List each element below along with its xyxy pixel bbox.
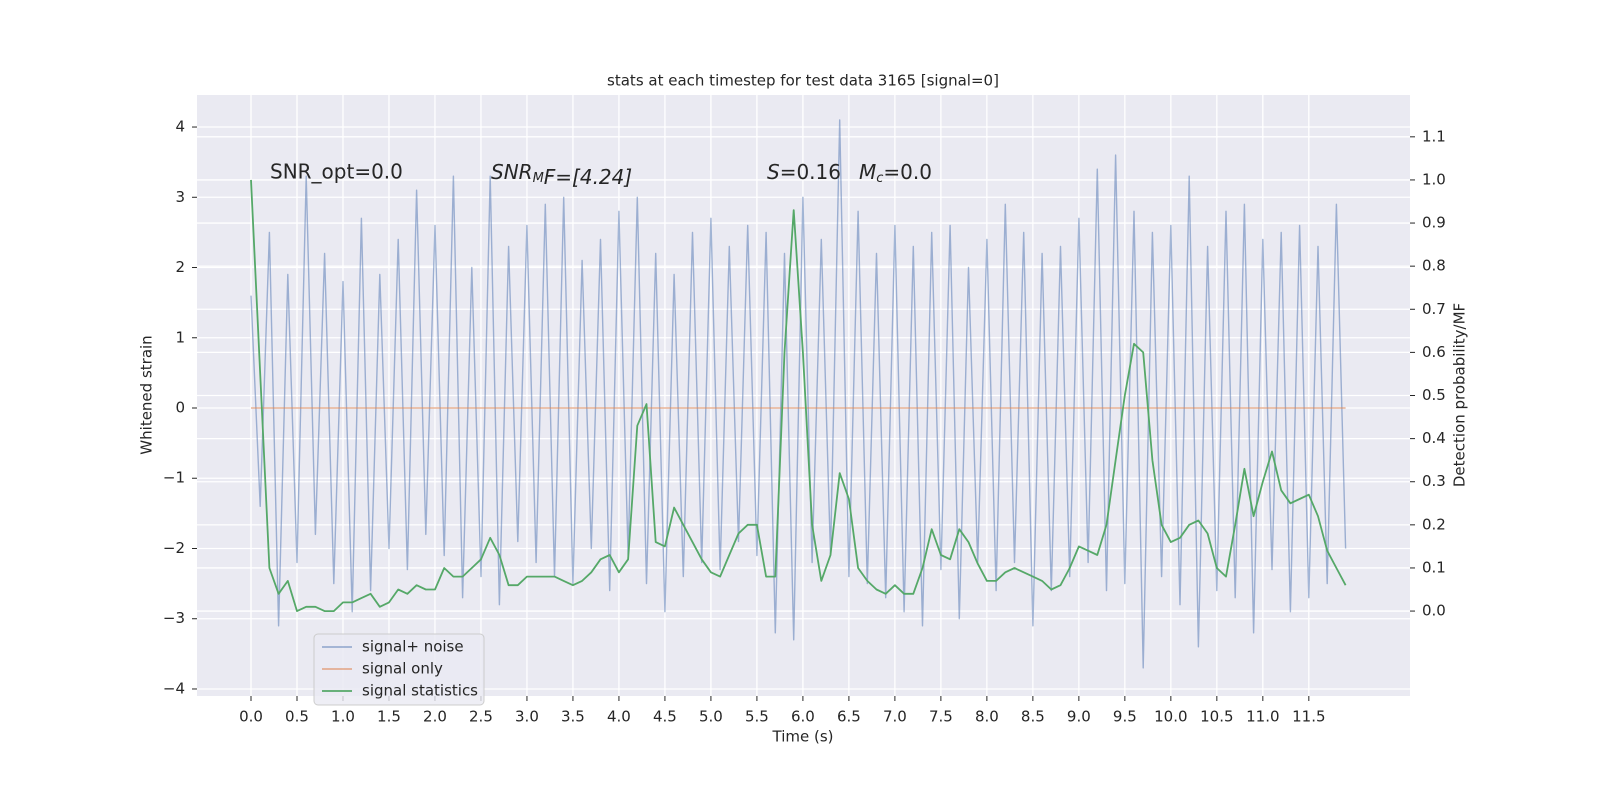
- annotation-italic: S: [767, 160, 780, 184]
- y-tick-label: −3: [163, 609, 185, 627]
- x-tick-label: 1.5: [377, 708, 401, 726]
- annotation-text: =0.0: [883, 160, 932, 184]
- y-tick-label: 3: [175, 188, 185, 206]
- x-axis-label: Time (s): [772, 728, 834, 746]
- annotation: SNR_opt=0.0: [270, 160, 403, 184]
- y-tick-label: −1: [163, 469, 185, 487]
- legend-box: [313, 633, 485, 706]
- series-line: [250, 119, 1347, 669]
- x-tick-label: 1.0: [331, 708, 355, 726]
- annotation: Mc=0.0: [859, 160, 932, 186]
- annotation-subscript: M: [533, 171, 544, 186]
- y-tick-label: 4: [175, 118, 185, 136]
- x-tick-label: 7.5: [929, 708, 953, 726]
- annotation: S=0.16: [767, 160, 841, 184]
- y2-tick-label: 1.0: [1422, 170, 1446, 188]
- y2-tick-label: 0.6: [1422, 343, 1446, 361]
- x-tick-label: 3.5: [561, 708, 585, 726]
- legend-label: signal statistics: [362, 682, 478, 700]
- y-tick-label: −4: [163, 679, 185, 697]
- annotation: SNRMF=[4.24]: [491, 160, 632, 189]
- x-tick-label: 0.0: [239, 708, 263, 726]
- x-tick-label: 0.5: [285, 708, 309, 726]
- y2-tick-label: 0.2: [1422, 515, 1446, 533]
- x-tick-label: 4.5: [653, 708, 677, 726]
- legend-label: signal only: [362, 660, 443, 678]
- y-axis-label: Whitened strain: [138, 335, 156, 454]
- x-tick-label: 5.5: [745, 708, 769, 726]
- x-tick-label: 2.0: [423, 708, 447, 726]
- x-tick-label: 9.5: [1113, 708, 1137, 726]
- annotation-italic: SNR: [491, 160, 533, 184]
- y2-tick-label: 0.9: [1422, 214, 1446, 232]
- x-tick-label: 5.0: [699, 708, 723, 726]
- x-tick-label: 7.0: [883, 708, 907, 726]
- y2-tick-label: 0.1: [1422, 558, 1446, 576]
- x-tick-label: 3.0: [515, 708, 539, 726]
- y-tick-label: 0: [175, 399, 185, 417]
- x-tick-label: 9.0: [1067, 708, 1091, 726]
- y2-tick-label: 0.8: [1422, 257, 1446, 275]
- annotation-subscript: c: [876, 171, 883, 186]
- series-line: [250, 179, 1347, 612]
- y-tick-label: −2: [163, 539, 185, 557]
- x-tick-label: 11.0: [1246, 708, 1279, 726]
- legend-label: signal+ noise: [362, 638, 464, 656]
- y2-tick-label: 1.1: [1422, 127, 1446, 145]
- y-tick-label: 1: [175, 328, 185, 346]
- x-tick-label: 10.5: [1200, 708, 1233, 726]
- x-tick-label: 4.0: [607, 708, 631, 726]
- annotation-text: =0.16: [780, 160, 841, 184]
- y-tick-label: 2: [175, 258, 185, 276]
- x-tick-label: 10.0: [1154, 708, 1187, 726]
- y2-tick-label: 0.3: [1422, 472, 1446, 490]
- annotation-italic: M: [859, 160, 876, 184]
- y2-tick-label: 0.0: [1422, 602, 1446, 620]
- x-tick-label: 6.0: [791, 708, 815, 726]
- y2-tick-label: 0.7: [1422, 300, 1446, 318]
- y2-tick-label: 0.4: [1422, 429, 1446, 447]
- x-tick-label: 11.5: [1292, 708, 1325, 726]
- chart-title: stats at each timestep for test data 316…: [607, 72, 999, 90]
- annotation-italic: F=[4.24]: [544, 165, 632, 189]
- y2-axis-label: Detection probability/MF: [1451, 303, 1469, 487]
- y2-tick-label: 0.5: [1422, 386, 1446, 404]
- x-tick-label: 8.0: [975, 708, 999, 726]
- x-tick-label: 2.5: [469, 708, 493, 726]
- x-tick-label: 8.5: [1021, 708, 1045, 726]
- x-tick-label: 6.5: [837, 708, 861, 726]
